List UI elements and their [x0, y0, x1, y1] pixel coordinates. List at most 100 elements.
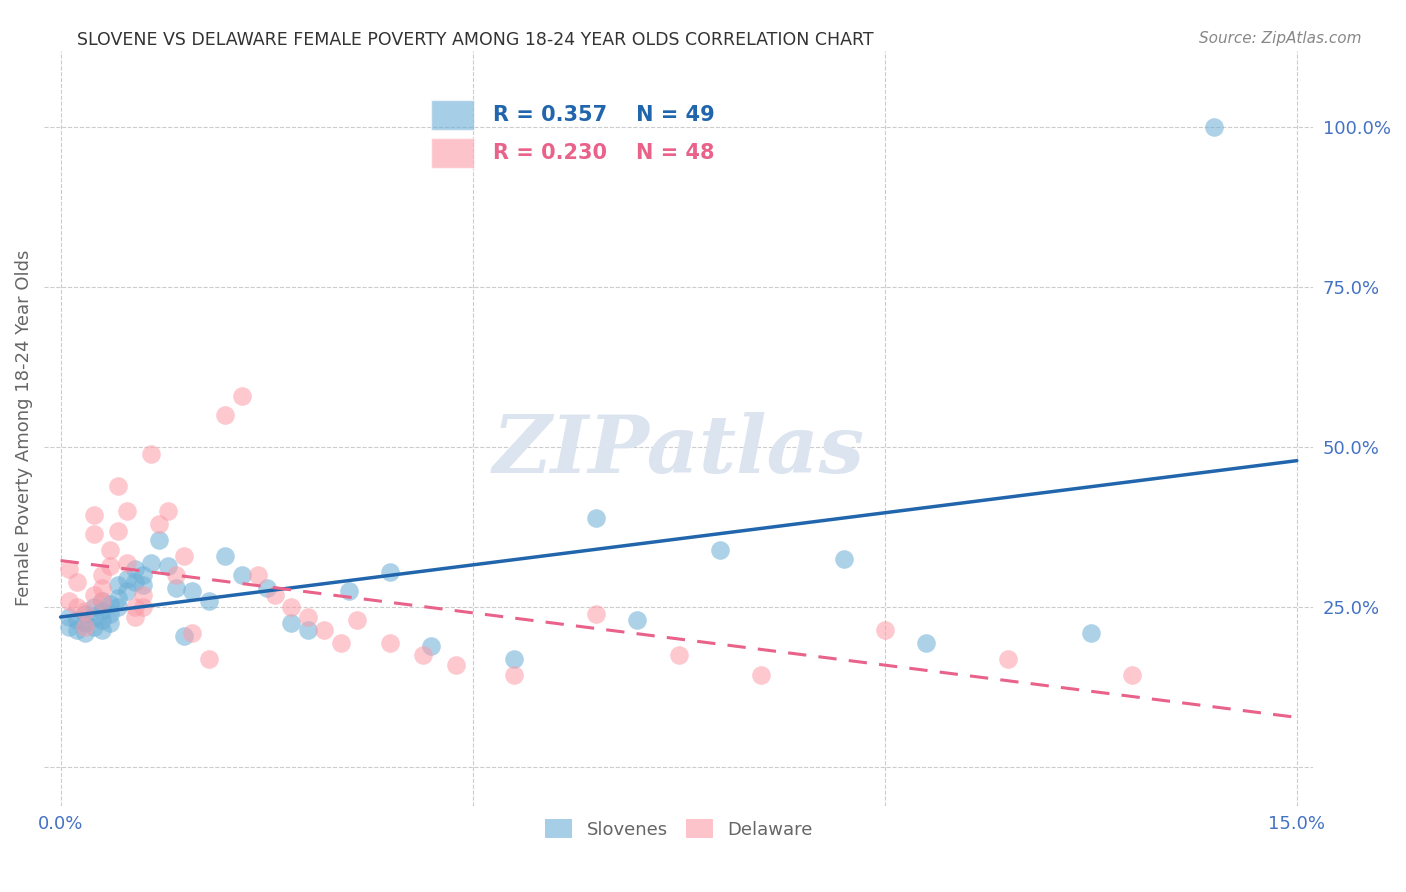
Point	[165, 581, 187, 595]
Point	[90, 603, 112, 617]
Point	[66, 613, 89, 627]
Text: Source: ZipAtlas.com: Source: ZipAtlas.com	[1198, 31, 1361, 46]
Point	[132, 588, 155, 602]
Point	[156, 558, 179, 573]
Point	[502, 651, 524, 665]
Point	[90, 594, 112, 608]
FancyBboxPatch shape	[432, 137, 474, 168]
Point	[256, 581, 278, 595]
Point	[107, 479, 129, 493]
Point	[280, 600, 302, 615]
Point	[141, 556, 163, 570]
Point	[98, 542, 121, 557]
Point	[83, 600, 105, 615]
Point	[214, 549, 236, 563]
Point	[173, 629, 195, 643]
Point	[115, 556, 138, 570]
Point	[1121, 667, 1143, 681]
Point	[997, 651, 1019, 665]
Point	[181, 626, 204, 640]
FancyBboxPatch shape	[432, 100, 474, 130]
Point	[124, 610, 146, 624]
Point	[346, 613, 368, 627]
Point	[148, 517, 170, 532]
Point	[124, 562, 146, 576]
Point	[181, 584, 204, 599]
Point	[1204, 120, 1226, 135]
Point	[1080, 626, 1102, 640]
Point	[115, 504, 138, 518]
Point	[83, 619, 105, 633]
Point	[107, 591, 129, 605]
Point	[444, 657, 467, 672]
Point	[115, 572, 138, 586]
Point	[66, 600, 89, 615]
Point	[132, 600, 155, 615]
Point	[90, 594, 112, 608]
Text: R = 0.230    N = 48: R = 0.230 N = 48	[494, 143, 714, 162]
Point	[668, 648, 690, 663]
Point	[124, 574, 146, 589]
Point	[337, 584, 360, 599]
Point	[75, 603, 97, 617]
Point	[75, 607, 97, 621]
Point	[83, 610, 105, 624]
Point	[165, 568, 187, 582]
Point	[329, 635, 352, 649]
Point	[98, 607, 121, 621]
Point	[420, 639, 443, 653]
Point	[75, 626, 97, 640]
Point	[98, 597, 121, 611]
Point	[83, 588, 105, 602]
Legend: Slovenes, Delaware: Slovenes, Delaware	[537, 812, 820, 846]
Point	[156, 504, 179, 518]
Text: ZIPatlas: ZIPatlas	[492, 412, 865, 490]
Point	[66, 623, 89, 637]
Point	[280, 616, 302, 631]
Point	[107, 578, 129, 592]
Point	[198, 651, 221, 665]
Point	[90, 613, 112, 627]
Text: R = 0.357    N = 49: R = 0.357 N = 49	[494, 105, 716, 125]
Point	[90, 581, 112, 595]
Point	[58, 619, 80, 633]
Point	[58, 562, 80, 576]
Y-axis label: Female Poverty Among 18-24 Year Olds: Female Poverty Among 18-24 Year Olds	[15, 250, 32, 607]
Point	[124, 600, 146, 615]
Point	[314, 623, 336, 637]
Point	[148, 533, 170, 548]
Point	[83, 526, 105, 541]
Point	[132, 578, 155, 592]
Text: SLOVENE VS DELAWARE FEMALE POVERTY AMONG 18-24 YEAR OLDS CORRELATION CHART: SLOVENE VS DELAWARE FEMALE POVERTY AMONG…	[77, 31, 875, 49]
Point	[915, 635, 938, 649]
Point	[98, 616, 121, 631]
Point	[380, 635, 402, 649]
Point	[75, 619, 97, 633]
Point	[380, 565, 402, 579]
Point	[749, 667, 772, 681]
Point	[58, 610, 80, 624]
Point	[173, 549, 195, 563]
Point	[66, 574, 89, 589]
Point	[75, 616, 97, 631]
Point	[107, 600, 129, 615]
Point	[83, 508, 105, 522]
Point	[247, 568, 270, 582]
Point	[90, 623, 112, 637]
Point	[626, 613, 648, 627]
Point	[107, 524, 129, 538]
Point	[141, 447, 163, 461]
Point	[873, 623, 896, 637]
Point	[115, 584, 138, 599]
Point	[502, 667, 524, 681]
Point	[585, 607, 607, 621]
Point	[297, 623, 319, 637]
Point	[231, 568, 253, 582]
Point	[263, 588, 285, 602]
Point	[214, 409, 236, 423]
Point	[709, 542, 731, 557]
Point	[90, 568, 112, 582]
Point	[297, 610, 319, 624]
Point	[132, 568, 155, 582]
Point	[832, 552, 855, 566]
